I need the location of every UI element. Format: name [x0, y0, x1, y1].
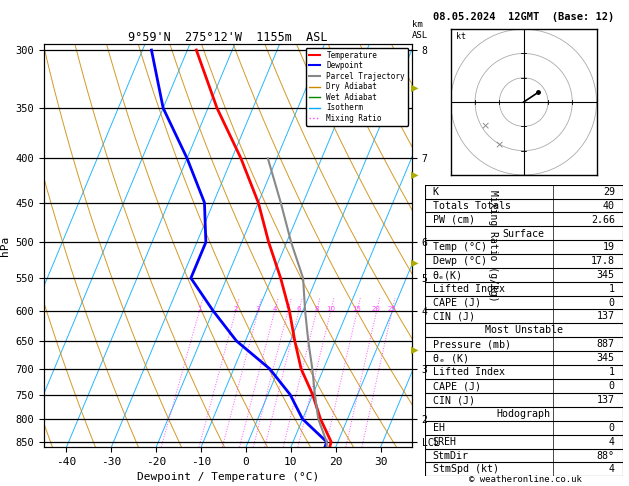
- Text: 0: 0: [609, 298, 615, 308]
- Text: 345: 345: [597, 270, 615, 280]
- Text: ▶: ▶: [411, 83, 418, 92]
- Text: Hodograph: Hodograph: [497, 409, 550, 419]
- Text: ▶: ▶: [411, 345, 418, 355]
- Text: 6: 6: [296, 306, 301, 312]
- Y-axis label: Mixing Ratio (g/kg): Mixing Ratio (g/kg): [487, 190, 498, 301]
- Text: 0: 0: [609, 381, 615, 391]
- Text: 4: 4: [272, 306, 277, 312]
- Text: 88°: 88°: [597, 451, 615, 461]
- Text: 4: 4: [609, 464, 615, 474]
- Text: Temp (°C): Temp (°C): [433, 243, 486, 252]
- Text: km
ASL: km ASL: [412, 20, 428, 40]
- Text: 4: 4: [609, 436, 615, 447]
- Title: 9°59'N  275°12'W  1155m  ASL: 9°59'N 275°12'W 1155m ASL: [128, 31, 328, 44]
- Text: 25: 25: [387, 306, 396, 312]
- Text: CAPE (J): CAPE (J): [433, 298, 481, 308]
- Text: ▶: ▶: [411, 170, 418, 180]
- Text: K: K: [433, 187, 438, 197]
- Text: 2.66: 2.66: [591, 215, 615, 225]
- Text: CAPE (J): CAPE (J): [433, 381, 481, 391]
- Text: Surface: Surface: [503, 229, 545, 239]
- Text: 0: 0: [609, 423, 615, 433]
- Text: © weatheronline.co.uk: © weatheronline.co.uk: [469, 474, 582, 484]
- Text: θₑ(K): θₑ(K): [433, 270, 462, 280]
- Text: 29: 29: [603, 187, 615, 197]
- Text: 08.05.2024  12GMT  (Base: 12): 08.05.2024 12GMT (Base: 12): [433, 12, 615, 22]
- Y-axis label: hPa: hPa: [0, 235, 10, 256]
- X-axis label: Dewpoint / Temperature (°C): Dewpoint / Temperature (°C): [137, 472, 319, 483]
- Text: 15: 15: [352, 306, 362, 312]
- Text: CIN (J): CIN (J): [433, 312, 474, 321]
- Text: Most Unstable: Most Unstable: [484, 326, 563, 335]
- Text: StmDir: StmDir: [433, 451, 469, 461]
- Text: 1: 1: [197, 306, 201, 312]
- Text: 5: 5: [286, 306, 290, 312]
- Text: EH: EH: [433, 423, 445, 433]
- Text: 17.8: 17.8: [591, 257, 615, 266]
- Text: 19: 19: [603, 243, 615, 252]
- Text: Dewp (°C): Dewp (°C): [433, 257, 486, 266]
- Text: 2: 2: [233, 306, 238, 312]
- Text: kt: kt: [455, 32, 465, 41]
- Text: SREH: SREH: [433, 436, 457, 447]
- Text: StmSpd (kt): StmSpd (kt): [433, 464, 499, 474]
- Text: Lifted Index: Lifted Index: [433, 284, 504, 294]
- Text: ×: ×: [480, 122, 489, 131]
- Text: 8: 8: [314, 306, 319, 312]
- Text: 20: 20: [372, 306, 381, 312]
- Text: PW (cm): PW (cm): [433, 215, 474, 225]
- Text: 137: 137: [597, 312, 615, 321]
- Text: 345: 345: [597, 353, 615, 363]
- Text: 40: 40: [603, 201, 615, 210]
- Text: Pressure (mb): Pressure (mb): [433, 340, 511, 349]
- Text: 10: 10: [326, 306, 335, 312]
- Text: 1: 1: [609, 284, 615, 294]
- Text: 3: 3: [255, 306, 260, 312]
- Text: ▶: ▶: [411, 258, 418, 267]
- Text: Totals Totals: Totals Totals: [433, 201, 511, 210]
- Text: 887: 887: [597, 340, 615, 349]
- Text: 137: 137: [597, 395, 615, 405]
- Legend: Temperature, Dewpoint, Parcel Trajectory, Dry Adiabat, Wet Adiabat, Isotherm, Mi: Temperature, Dewpoint, Parcel Trajectory…: [306, 48, 408, 126]
- Text: 1: 1: [609, 367, 615, 377]
- Text: ×: ×: [494, 141, 504, 151]
- Text: θₑ (K): θₑ (K): [433, 353, 469, 363]
- Text: Lifted Index: Lifted Index: [433, 367, 504, 377]
- Text: CIN (J): CIN (J): [433, 395, 474, 405]
